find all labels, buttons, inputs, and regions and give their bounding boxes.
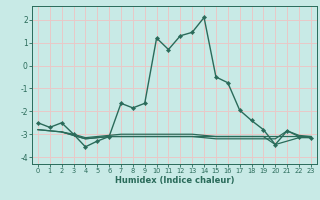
X-axis label: Humidex (Indice chaleur): Humidex (Indice chaleur) [115, 176, 234, 185]
